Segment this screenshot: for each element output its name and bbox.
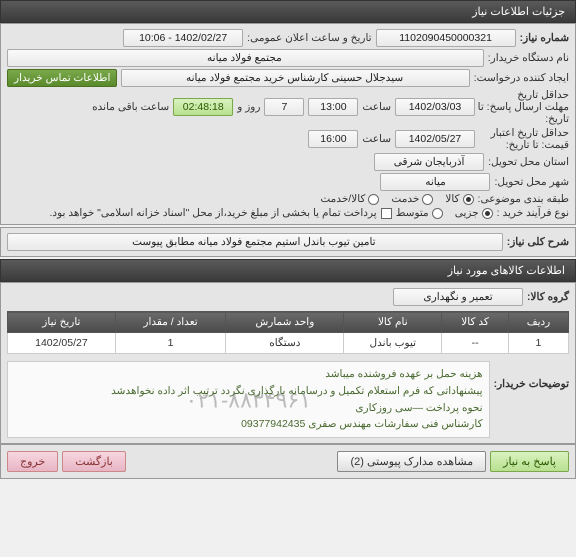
- radio-medium-label: متوسط: [396, 207, 429, 219]
- radio-small-label: جزیی: [455, 207, 479, 219]
- hour-label-2: ساعت: [362, 133, 391, 145]
- items-header: اطلاعات کالاهای مورد نیاز: [0, 259, 576, 282]
- announce-date-value: 1402/02/27 - 10:06: [123, 29, 243, 47]
- category-label: طبقه بندی موضوعی:: [478, 193, 569, 205]
- buyer-org-label: نام دستگاه خریدار:: [488, 52, 569, 64]
- cell-unit: دستگاه: [226, 333, 344, 354]
- requester-value: سیدجلال حسینی کارشناس خرید مجتمع فولاد م…: [121, 69, 469, 87]
- radio-both-label: کالا/خدمت: [320, 193, 365, 205]
- treasury-checkbox[interactable]: [381, 208, 392, 219]
- col-code: کد کالا: [442, 312, 509, 333]
- col-name: نام کالا: [344, 312, 442, 333]
- day-label: روز و: [237, 101, 260, 113]
- province-label: استان محل تحویل:: [488, 156, 569, 168]
- buyer-notes-box: ۰۲۱-۸۸۳۴۹۶۱ هزینه حمل بر عهده فروشنده می…: [7, 361, 490, 438]
- cell-n: 1: [508, 333, 568, 354]
- table-header-row: ردیف کد کالا نام کالا واحد شمارش تعداد /…: [8, 312, 569, 333]
- header-title: جزئیات اطلاعات نیاز: [472, 6, 565, 18]
- validity-date: 1402/05/27: [395, 130, 475, 148]
- group-label: گروه کالا:: [527, 291, 569, 303]
- buyer-org-value: مجتمع فولاد میانه: [7, 49, 484, 67]
- cell-qty: 1: [115, 333, 226, 354]
- deadline-date: 1402/03/03: [395, 98, 475, 116]
- table-row[interactable]: 1 -- تیوب باندل دستگاه 1 1402/05/27: [8, 333, 569, 354]
- payment-note: پرداخت تمام یا بخشی از مبلغ خرید،از محل …: [50, 207, 377, 219]
- radio-service-label: خدمت: [391, 193, 419, 205]
- reply-button[interactable]: پاسخ به نیاز: [490, 451, 569, 472]
- announce-date-label: تاریخ و ساعت اعلان عمومی:: [247, 32, 371, 44]
- validity-label: حداقل تاریخ اعتبار قیمت: تا تاریخ:: [479, 127, 569, 151]
- category-radio-group: کالا خدمت کالا/خدمت: [320, 193, 473, 205]
- note-line-1: هزینه حمل بر عهده فروشنده میباشد: [14, 366, 483, 383]
- requester-label: ایجاد کننده درخواست:: [474, 72, 569, 84]
- desc-title-value: تامین تیوب باندل استیم مجتمع فولاد میانه…: [7, 233, 503, 251]
- need-no-label: شماره نیاز:: [520, 32, 569, 44]
- desc-panel: شرح کلی نیاز: تامین تیوب باندل استیم مجت…: [0, 227, 576, 257]
- col-qty: تعداد / مقدار: [115, 312, 226, 333]
- back-button[interactable]: بازگشت: [62, 451, 126, 472]
- deadline-time: 13:00: [308, 98, 358, 116]
- buytype-label: نوع فرآیند خرید :: [497, 207, 569, 219]
- cell-code: --: [442, 333, 509, 354]
- cell-date: 1402/05/27: [8, 333, 116, 354]
- panel-header-details: جزئیات اطلاعات نیاز: [0, 0, 576, 23]
- exit-button[interactable]: خروج: [7, 451, 58, 472]
- items-table: ردیف کد کالا نام کالا واحد شمارش تعداد /…: [7, 311, 569, 354]
- validity-time: 16:00: [308, 130, 358, 148]
- need-no-value: 1102090450000321: [376, 29, 516, 47]
- remain-days: 7: [264, 98, 304, 116]
- note-line-3: نحوه پرداخت —سی روزکاری: [14, 400, 483, 417]
- items-body: گروه کالا: تعمیر و نگهداری ردیف کد کالا …: [0, 282, 576, 444]
- province-value: آذربایجان شرقی: [374, 153, 484, 171]
- radio-goods[interactable]: [463, 194, 474, 205]
- col-date: تاریخ نیاز: [8, 312, 116, 333]
- cell-name: تیوب باندل: [344, 333, 442, 354]
- city-label: شهر محل تحویل:: [494, 176, 569, 188]
- contact-info-button[interactable]: اطلاعات تماس خریدار: [7, 69, 117, 87]
- radio-both[interactable]: [368, 194, 379, 205]
- desc-title-label: شرح کلی نیاز:: [507, 236, 569, 248]
- buytype-radio-group: جزیی متوسط: [396, 207, 493, 219]
- radio-small[interactable]: [482, 208, 493, 219]
- deadline-label: حداقل تاریخ مهلت ارسال پاسخ: تا تاریخ:: [479, 89, 569, 125]
- note-line-4: کارشناس فنی سفارشات مهندس صفری 093779424…: [14, 416, 483, 433]
- radio-medium[interactable]: [432, 208, 443, 219]
- city-value: میانه: [380, 173, 490, 191]
- note-line-2: پیشنهاداتی که فرم استعلام تکمیل و درساما…: [14, 383, 483, 400]
- radio-service[interactable]: [422, 194, 433, 205]
- hour-label-1: ساعت: [362, 101, 391, 113]
- radio-goods-label: کالا: [445, 193, 459, 205]
- remain-time: 02:48:18: [173, 98, 233, 116]
- remain-label: ساعت باقی مانده: [92, 101, 169, 113]
- details-body: شماره نیاز: 1102090450000321 تاریخ و ساع…: [0, 23, 576, 225]
- buyer-notes-label: توضیحات خریدار:: [494, 358, 569, 390]
- group-value: تعمیر و نگهداری: [393, 288, 523, 306]
- attachments-button[interactable]: مشاهده مدارک پیوستی (2): [337, 451, 486, 472]
- button-bar: پاسخ به نیاز مشاهده مدارک پیوستی (2) باز…: [0, 444, 576, 479]
- items-section-title: اطلاعات کالاهای مورد نیاز: [448, 265, 565, 277]
- col-row: ردیف: [508, 312, 568, 333]
- col-unit: واحد شمارش: [226, 312, 344, 333]
